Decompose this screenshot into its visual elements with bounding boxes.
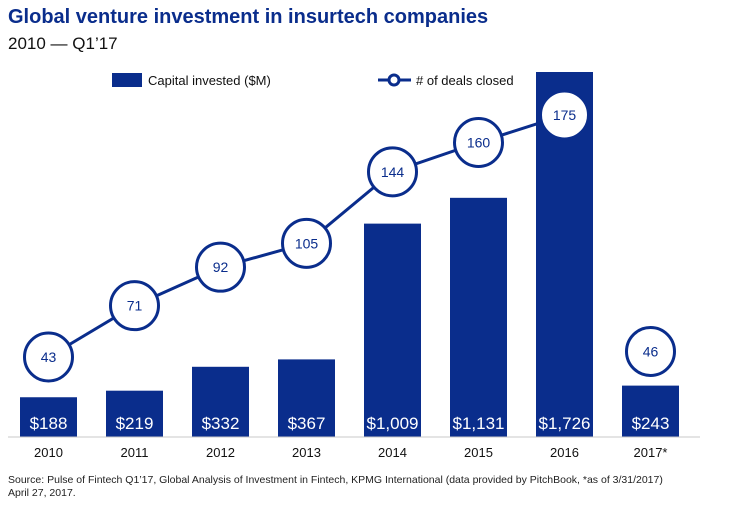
legend: Capital invested ($M) # of deals closed bbox=[112, 73, 514, 88]
legend-bar-swatch bbox=[112, 73, 142, 87]
deal-label-2012: 92 bbox=[213, 259, 229, 275]
x-tick-2017: 2017* bbox=[634, 445, 668, 460]
bar-label-2012: $332 bbox=[202, 414, 240, 433]
legend-bar-label: Capital invested ($M) bbox=[148, 73, 271, 88]
deals-line-series: 43 71 92 105 144 160 175 46 bbox=[23, 89, 676, 383]
deal-label-2017: 46 bbox=[643, 344, 659, 360]
bar-2014 bbox=[364, 223, 421, 437]
bar-label-2010: $188 bbox=[30, 414, 68, 433]
x-tick-2010: 2010 bbox=[34, 445, 63, 460]
x-tick-labels: 2010 2011 2012 2013 2014 2015 2016 2017* bbox=[34, 445, 667, 460]
deal-label-2011: 71 bbox=[127, 298, 143, 314]
chart-title: Global venture investment in insurtech c… bbox=[8, 6, 489, 28]
bar-2013 bbox=[278, 359, 335, 437]
deal-marker-2011 bbox=[109, 280, 160, 332]
deal-label-2013: 105 bbox=[295, 235, 319, 251]
source-date: April 27, 2017. bbox=[8, 487, 76, 499]
bar-2012 bbox=[192, 366, 249, 437]
deal-marker-2016 bbox=[539, 89, 590, 141]
deal-label-2010: 43 bbox=[41, 349, 57, 365]
x-tick-2014: 2014 bbox=[378, 445, 407, 460]
bar-label-2015: $1,131 bbox=[453, 414, 505, 433]
bar-label-2013: $367 bbox=[288, 414, 326, 433]
source-note: Source: Pulse of Fintech Q1’17, Global A… bbox=[8, 474, 732, 500]
legend-line-label: # of deals closed bbox=[416, 73, 514, 88]
bar-2015 bbox=[450, 197, 507, 437]
legend-line-marker bbox=[387, 73, 401, 87]
bar-label-2017: $243 bbox=[632, 414, 670, 433]
x-tick-2013: 2013 bbox=[292, 445, 321, 460]
chart-subtitle: 2010 — Q1’17 bbox=[8, 34, 118, 53]
bar-2010 bbox=[20, 397, 77, 437]
bar-label-2016: $1,726 bbox=[539, 414, 591, 433]
deal-label-2015: 160 bbox=[467, 135, 491, 151]
deal-marker-2013 bbox=[281, 217, 332, 269]
deal-marker-2015 bbox=[453, 117, 504, 168]
deal-marker-2012 bbox=[195, 241, 246, 293]
x-tick-2011: 2011 bbox=[121, 445, 149, 460]
chart-area: Capital invested ($M) # of deals closed … bbox=[8, 72, 700, 460]
source-text: Source: Pulse of Fintech Q1’17, Global A… bbox=[8, 474, 663, 486]
bar-2011 bbox=[106, 390, 163, 437]
deal-marker-2010 bbox=[23, 331, 74, 383]
bar-value-labels: $188 $219 $332 $367 $1,009 $1,131 $1,726 $243 bbox=[30, 414, 670, 433]
x-tick-2016: 2016 bbox=[550, 445, 579, 460]
bar-label-2011: $219 bbox=[116, 414, 154, 433]
deal-marker-2014 bbox=[367, 146, 418, 198]
deal-label-2016: 175 bbox=[553, 107, 577, 123]
deal-marker-2017 bbox=[625, 326, 676, 377]
bar-label-2014: $1,009 bbox=[367, 414, 419, 433]
bar-series bbox=[20, 72, 679, 437]
deal-label-2014: 144 bbox=[381, 164, 405, 180]
bar-2017 bbox=[622, 385, 679, 437]
x-tick-2015: 2015 bbox=[464, 445, 493, 460]
x-tick-2012: 2012 bbox=[206, 445, 235, 460]
